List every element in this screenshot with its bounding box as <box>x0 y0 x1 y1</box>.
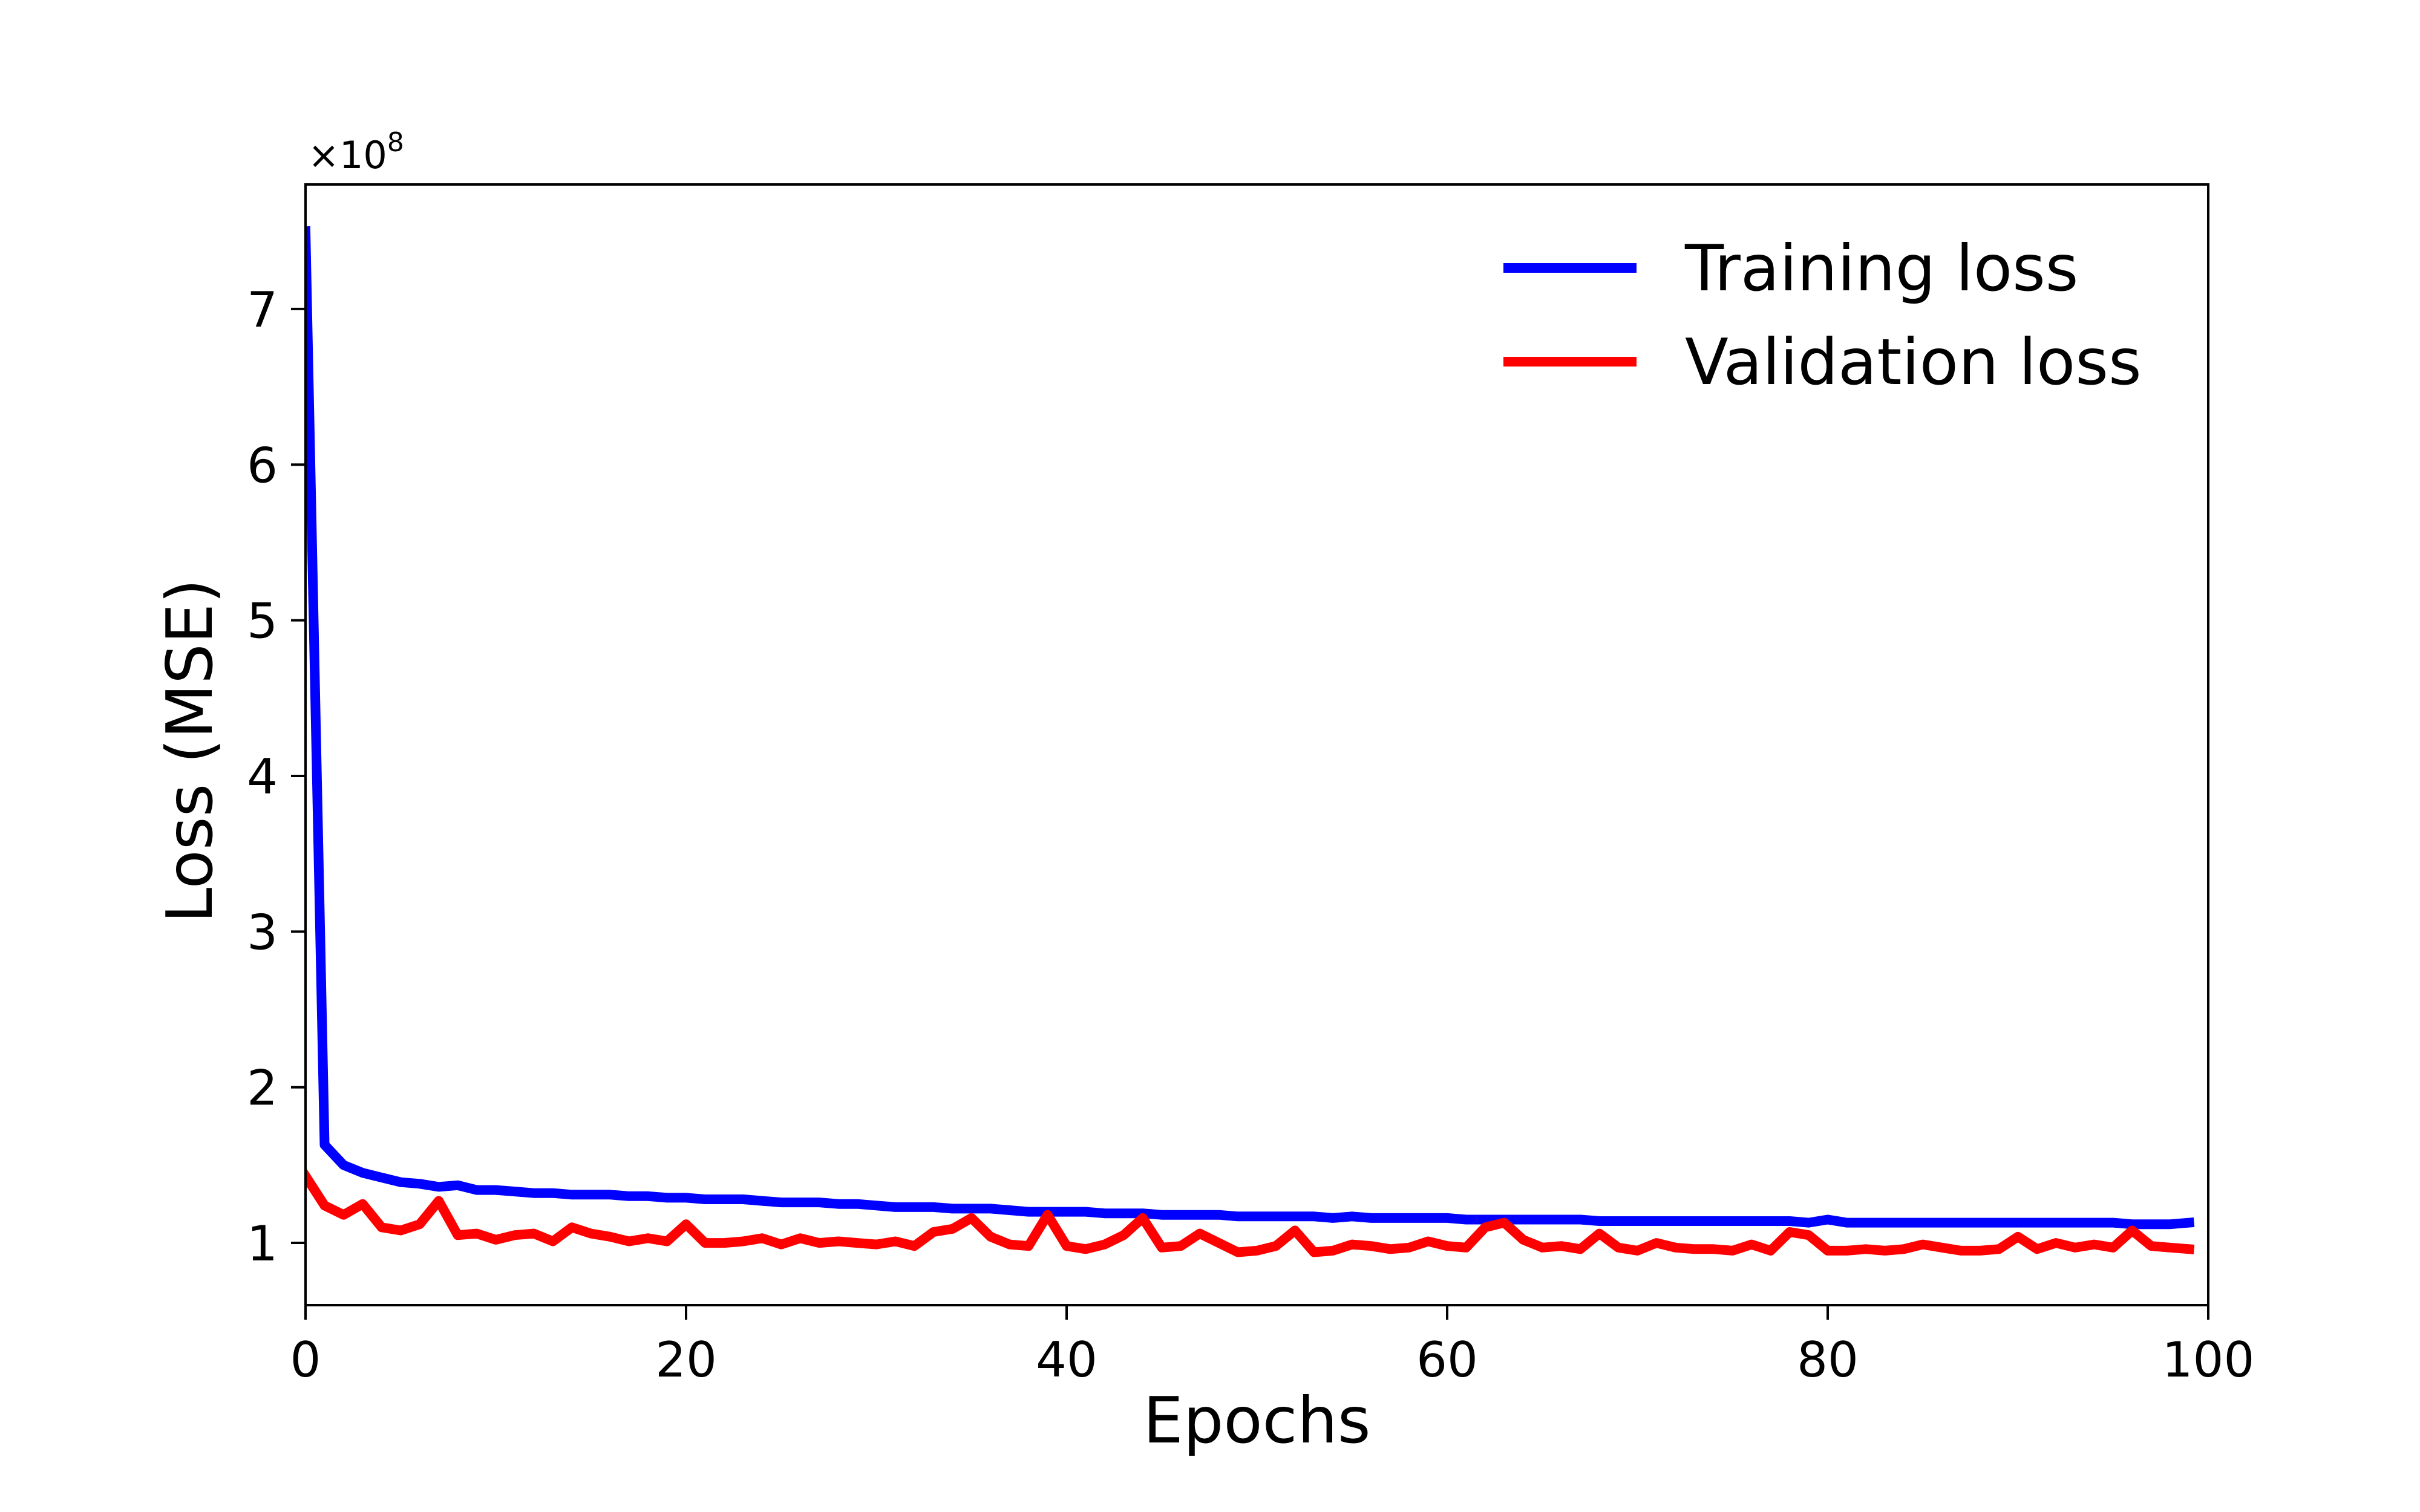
scale-factor-base: ×10 <box>308 133 387 177</box>
legend-label-validation-loss: Validation loss <box>1685 325 2142 399</box>
y-tick-label: 1 <box>247 1216 278 1272</box>
y-tick-label: 2 <box>247 1060 278 1116</box>
plot-frame <box>304 183 2209 1306</box>
x-tick-label: 40 <box>1036 1332 1097 1388</box>
y-tick-label: 7 <box>247 282 278 338</box>
axis-ticks: 0 20 40 60 80 100 1 2 3 4 5 6 7 <box>247 282 2254 1388</box>
x-tick-label: 20 <box>655 1332 717 1388</box>
x-tick-label: 60 <box>1416 1332 1478 1388</box>
y-axis-scale-factor: ×108 <box>308 127 404 177</box>
y-tick-label: 3 <box>247 904 278 960</box>
legend-label-training-loss: Training loss <box>1684 232 2079 305</box>
legend: Training loss Validation loss <box>1503 232 2142 399</box>
x-tick-label: 100 <box>2162 1332 2255 1388</box>
y-tick-label: 6 <box>247 437 278 494</box>
series-lines <box>306 226 2195 1257</box>
series-line-validation-loss <box>306 1169 2195 1257</box>
x-tick-label: 80 <box>1797 1332 1859 1388</box>
scale-factor-exponent: 8 <box>387 127 404 158</box>
x-axis-label: Epochs <box>1143 1384 1370 1458</box>
y-tick-label: 4 <box>247 749 278 805</box>
series-line-training-loss <box>306 226 2195 1230</box>
y-axis-label: Loss (MSE) <box>153 579 227 923</box>
x-tick-label: 0 <box>290 1332 321 1388</box>
y-tick-label: 5 <box>247 593 278 650</box>
